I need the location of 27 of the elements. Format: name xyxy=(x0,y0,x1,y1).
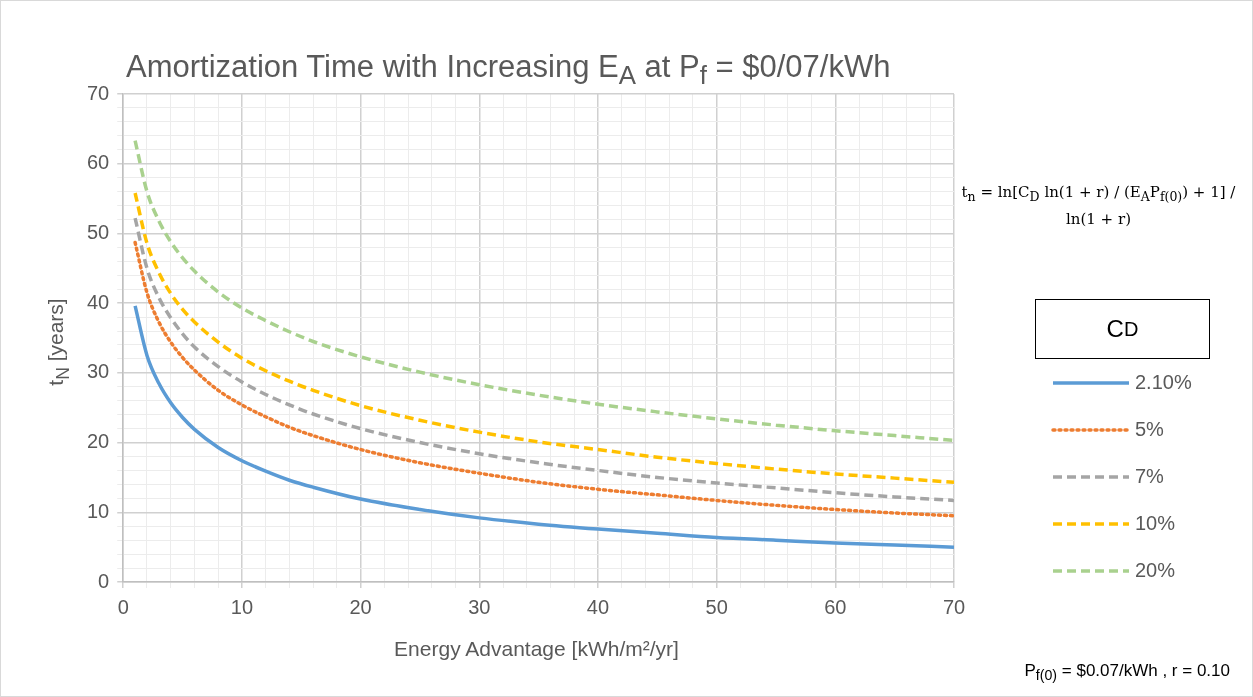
legend-label: 20% xyxy=(1135,559,1176,582)
line-series xyxy=(133,304,954,549)
x-axis-title: Energy Advantage [kWh/m²/yr] xyxy=(393,637,680,661)
legend-label: 5% xyxy=(1135,418,1164,441)
chart-title: Amortization Time with Increasing E$_{A}$ at P$_{f}$ = $0/07/kWh xyxy=(126,49,891,91)
x-tick-label: 50 xyxy=(705,595,728,618)
text: P$_{f(0)}$ = $0.07/kWh , r = 0.10 xyxy=(1024,661,1230,684)
legend-label: 2.10% xyxy=(1135,371,1192,394)
y-tick-label: 10 xyxy=(87,499,110,522)
legend-label: 10% xyxy=(1135,512,1176,535)
x-tick-label: 40 xyxy=(586,595,610,618)
x-tick-label: 0 xyxy=(117,595,129,618)
x-tick-label: 60 xyxy=(824,595,847,618)
y-tick-label: 30 xyxy=(87,360,110,383)
legend-label: 7% xyxy=(1135,465,1164,488)
y-tick-label: 70 xyxy=(87,81,110,104)
y-tick-label: 60 xyxy=(87,151,110,174)
y-tick-label: 50 xyxy=(87,220,110,243)
text: t$_{n}$ = ln[C$_{D}$ ln(1 + r) / (E$_{A}$P$_{f(0)}$) + 1] / ln(1 + r) xyxy=(961,183,1236,228)
y-tick-label: 40 xyxy=(87,290,110,313)
x-tick-label: 70 xyxy=(942,595,966,618)
x-tick-label: 20 xyxy=(349,595,372,618)
line-series xyxy=(133,138,954,443)
y-tick-label: 0 xyxy=(98,569,110,592)
x-tick-label: 30 xyxy=(468,595,491,618)
x-tick-label: 10 xyxy=(230,595,254,618)
y-tick-label: 20 xyxy=(87,430,110,453)
